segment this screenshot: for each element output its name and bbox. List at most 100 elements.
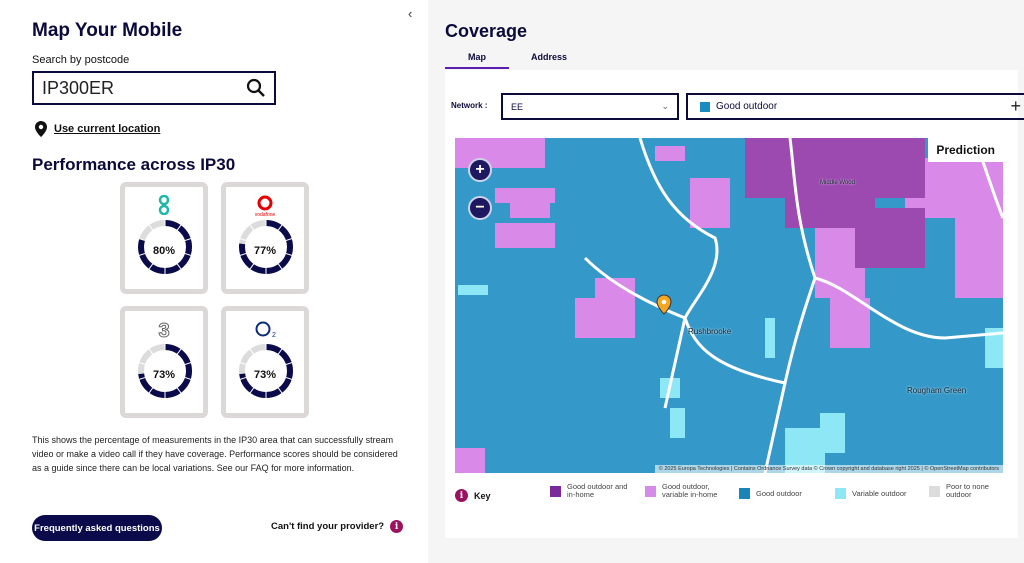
- collapse-panel-chevron-icon[interactable]: ‹: [408, 6, 413, 21]
- ring-divider: [249, 224, 255, 232]
- ring-divider: [239, 376, 248, 381]
- ee-percent: 80%: [152, 245, 176, 257]
- key-item: Good outdoor, variable in-home: [645, 483, 735, 499]
- ring-divider: [249, 348, 255, 356]
- key-item-label: Good outdoor and in-home: [567, 482, 628, 499]
- key-swatch: [835, 488, 846, 499]
- key-title: i Key: [455, 489, 491, 502]
- provider-card-three: 3 73%: [120, 306, 208, 418]
- zoom-in-button[interactable]: +: [468, 158, 492, 182]
- network-label: Network :: [451, 101, 488, 110]
- performance-description: This shows the percentage of measurement…: [32, 435, 398, 473]
- ring-divider: [239, 361, 248, 366]
- ring-divider: [284, 361, 293, 366]
- coverage-filter-select[interactable]: Good outdoor +: [686, 93, 1024, 120]
- place-label-rushbrooke: Rushbrooke: [688, 327, 732, 336]
- ee-performance-ring: [138, 219, 192, 275]
- three-percent: 73%: [152, 369, 176, 381]
- key-info-icon[interactable]: i: [455, 489, 468, 502]
- chevron-down-icon: ⌄: [661, 101, 669, 111]
- tab-address[interactable]: Address: [530, 52, 567, 62]
- provider-card-ee: 80%: [120, 182, 208, 294]
- use-current-location-link[interactable]: Use current location: [34, 120, 160, 138]
- zoom-out-button[interactable]: −: [468, 196, 492, 220]
- key-item-label: Good outdoor, variable in-home: [662, 482, 718, 499]
- key-swatch: [645, 485, 656, 497]
- vodafone-performance-ring: [239, 219, 293, 275]
- three-logo-icon: 3: [125, 319, 203, 343]
- plus-icon[interactable]: +: [1010, 96, 1021, 116]
- ring-divider: [183, 376, 192, 381]
- vodafone-percent: 77%: [253, 245, 277, 257]
- network-value: EE: [511, 101, 524, 112]
- ring-divider: [277, 262, 283, 270]
- ring-divider: [176, 224, 182, 232]
- ring-divider: [277, 224, 283, 232]
- place-label-rougham-green: Rougham Green: [907, 386, 967, 395]
- ring-divider: [249, 386, 255, 394]
- key-item-label: Poor to none outdoor: [946, 482, 989, 499]
- coverage-panel: Coverage Map Address Network : EE ⌄ Good…: [428, 0, 1024, 563]
- provider-card-o2: 2 73%: [221, 306, 309, 418]
- ring-divider: [148, 224, 154, 232]
- network-select[interactable]: EE ⌄: [501, 93, 679, 120]
- ring-divider: [183, 361, 192, 366]
- ring-divider: [183, 237, 192, 242]
- ring-divider: [148, 348, 154, 356]
- location-link-text: Use current location: [54, 123, 161, 135]
- tab-map[interactable]: Map: [445, 52, 509, 69]
- key-item: Poor to none outdoor: [929, 483, 999, 499]
- ring-divider: [138, 237, 147, 242]
- key-item: Good outdoor: [739, 488, 802, 499]
- faq-button[interactable]: Frequently asked questions: [32, 515, 162, 541]
- o2-logo-icon: 2: [226, 319, 304, 339]
- key-item-label: Good outdoor: [756, 488, 802, 498]
- provider-card-vodafone: vodafone 77%: [221, 182, 309, 294]
- location-pin-icon: [35, 121, 47, 137]
- ring-divider: [183, 252, 192, 257]
- svg-text:3: 3: [158, 320, 169, 339]
- postcode-search-input[interactable]: IP300ER: [32, 71, 276, 105]
- cant-find-provider-link[interactable]: Can't find your provider? i: [271, 520, 404, 533]
- ring-divider: [284, 252, 293, 257]
- svg-text:2: 2: [272, 332, 276, 339]
- place-label-middle-wood: Middle Wood: [820, 180, 855, 186]
- map-attribution: © 2025 Europa Technologies | Contains Or…: [654, 465, 1003, 473]
- ring-divider: [277, 348, 283, 356]
- ring-divider: [239, 252, 248, 257]
- o2-percent: 73%: [253, 369, 277, 381]
- search-icon[interactable]: [246, 78, 266, 98]
- ring-divider: [277, 386, 283, 394]
- map-key: i Key Good outdoor and in-home Good outdo…: [455, 483, 1003, 513]
- ring-divider: [138, 376, 147, 381]
- key-swatch: [550, 485, 561, 497]
- coverage-title: Coverage: [445, 21, 528, 41]
- key-label: Key: [474, 490, 491, 501]
- location-marker-icon: [656, 294, 672, 315]
- good-outdoor-swatch: [700, 101, 710, 112]
- ring-divider: [148, 386, 154, 394]
- search-value: IP300ER: [42, 77, 115, 98]
- ring-divider: [176, 348, 182, 356]
- ring-divider: [148, 262, 154, 270]
- prediction-label: Prediction: [928, 138, 1003, 162]
- map-container: Network : EE ⌄ Good outdoor + + − Predic: [445, 70, 1024, 538]
- info-icon[interactable]: i: [390, 520, 404, 533]
- provider-link-text: Can't find your provider?: [271, 521, 385, 532]
- coverage-map[interactable]: + − Prediction Rushbrooke Rougham Green …: [455, 138, 1003, 473]
- svg-text:vodafone: vodafone: [255, 212, 276, 217]
- performance-title: Performance across IP30: [32, 155, 236, 174]
- key-swatch: [929, 485, 940, 497]
- left-panel: Map Your Mobile Search by postcode IP300…: [0, 0, 428, 563]
- page-title: Map Your Mobile: [32, 20, 183, 41]
- key-item: Good outdoor and in-home: [550, 483, 630, 499]
- key-item-label: Variable outdoor: [852, 488, 907, 498]
- key-item: Variable outdoor: [835, 488, 906, 499]
- ring-divider: [176, 262, 182, 270]
- search-label: Search by postcode: [32, 54, 130, 66]
- ring-divider: [176, 386, 182, 394]
- map-tiles: [455, 138, 1003, 473]
- ring-divider: [284, 237, 293, 242]
- ring-divider: [239, 237, 248, 242]
- ring-divider: [138, 361, 147, 366]
